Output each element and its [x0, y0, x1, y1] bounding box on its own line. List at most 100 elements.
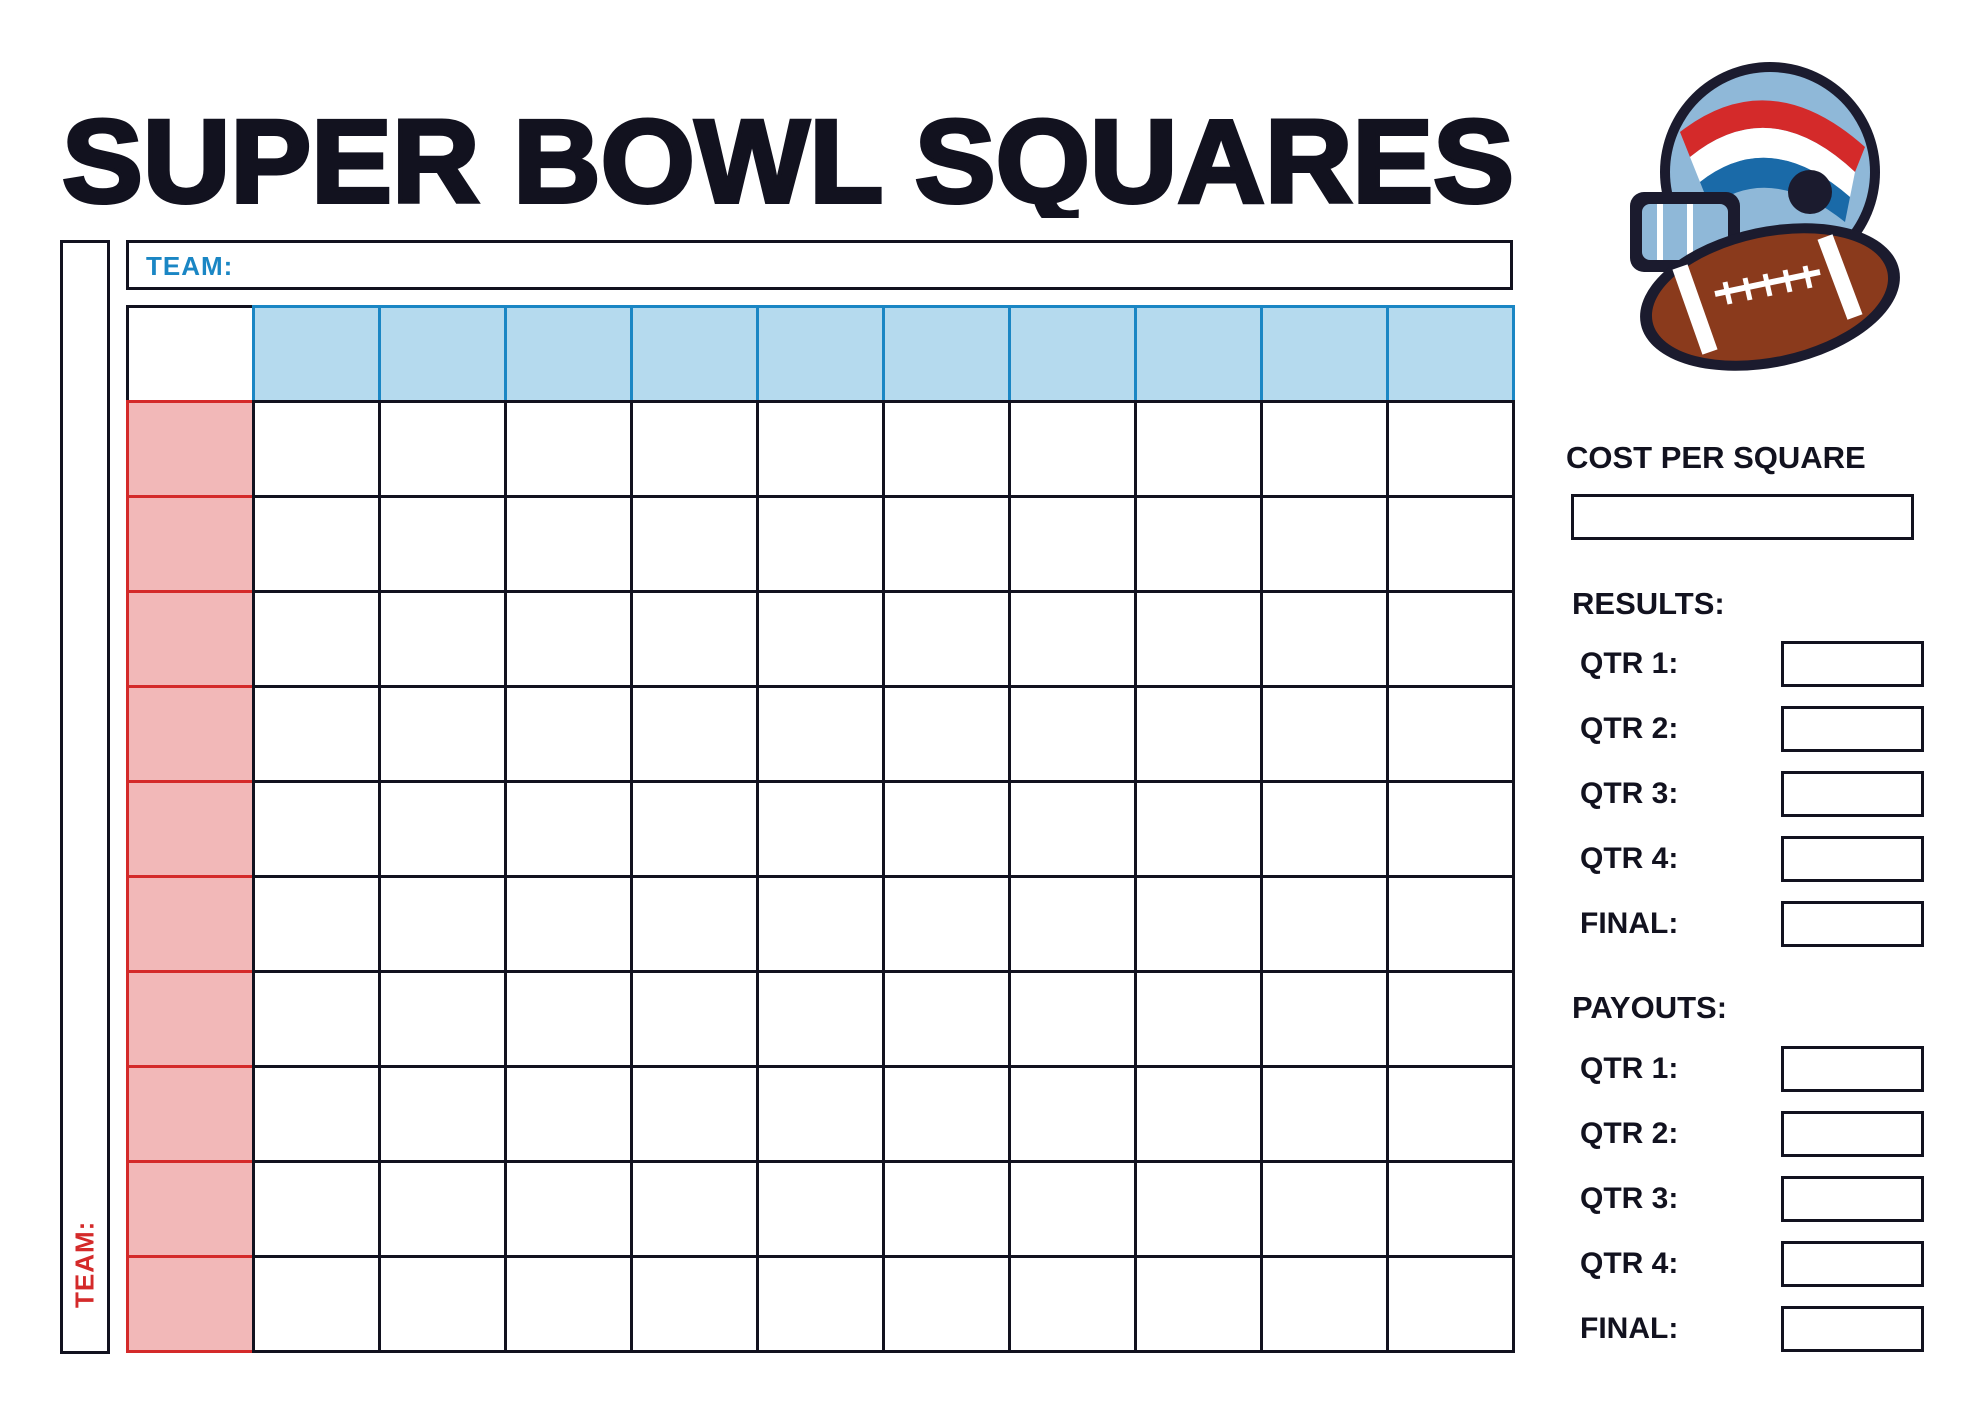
square-cell[interactable] — [882, 400, 1011, 498]
row-number-cell[interactable] — [126, 1160, 255, 1258]
square-cell[interactable] — [1008, 780, 1137, 878]
square-cell[interactable] — [378, 1065, 507, 1163]
row-number-cell[interactable] — [126, 400, 255, 498]
square-cell[interactable] — [1260, 590, 1389, 688]
square-cell[interactable] — [1260, 780, 1389, 878]
column-number-cell[interactable] — [378, 305, 507, 403]
square-cell[interactable] — [1134, 495, 1263, 593]
square-cell[interactable] — [1260, 400, 1389, 498]
column-number-cell[interactable] — [630, 305, 759, 403]
result-field[interactable] — [1781, 641, 1924, 687]
square-cell[interactable] — [756, 780, 885, 878]
square-cell[interactable] — [1260, 1255, 1389, 1353]
payout-field[interactable] — [1781, 1306, 1924, 1352]
column-number-cell[interactable] — [504, 305, 633, 403]
square-cell[interactable] — [504, 1160, 633, 1258]
square-cell[interactable] — [1386, 875, 1515, 973]
result-field[interactable] — [1781, 706, 1924, 752]
row-number-cell[interactable] — [126, 1065, 255, 1163]
square-cell[interactable] — [378, 1255, 507, 1353]
square-cell[interactable] — [1386, 970, 1515, 1068]
square-cell[interactable] — [378, 780, 507, 878]
square-cell[interactable] — [630, 1160, 759, 1258]
square-cell[interactable] — [252, 780, 381, 878]
column-number-cell[interactable] — [756, 305, 885, 403]
square-cell[interactable] — [378, 875, 507, 973]
result-field[interactable] — [1781, 771, 1924, 817]
square-cell[interactable] — [252, 875, 381, 973]
square-cell[interactable] — [378, 495, 507, 593]
result-field[interactable] — [1781, 836, 1924, 882]
square-cell[interactable] — [756, 1065, 885, 1163]
square-cell[interactable] — [1260, 1065, 1389, 1163]
square-cell[interactable] — [1134, 780, 1263, 878]
column-number-cell[interactable] — [1386, 305, 1515, 403]
square-cell[interactable] — [252, 400, 381, 498]
square-cell[interactable] — [630, 590, 759, 688]
square-cell[interactable] — [1386, 590, 1515, 688]
square-cell[interactable] — [1386, 1065, 1515, 1163]
square-cell[interactable] — [252, 1160, 381, 1258]
row-number-cell[interactable] — [126, 685, 255, 783]
column-number-cell[interactable] — [252, 305, 381, 403]
column-number-cell[interactable] — [1260, 305, 1389, 403]
square-cell[interactable] — [882, 685, 1011, 783]
square-cell[interactable] — [1134, 1255, 1263, 1353]
square-cell[interactable] — [378, 1160, 507, 1258]
square-cell[interactable] — [1386, 400, 1515, 498]
square-cell[interactable] — [504, 400, 633, 498]
square-cell[interactable] — [1386, 1255, 1515, 1353]
square-cell[interactable] — [1008, 400, 1137, 498]
square-cell[interactable] — [630, 1065, 759, 1163]
row-number-cell[interactable] — [126, 495, 255, 593]
square-cell[interactable] — [504, 1065, 633, 1163]
square-cell[interactable] — [252, 495, 381, 593]
square-cell[interactable] — [252, 590, 381, 688]
square-cell[interactable] — [1134, 970, 1263, 1068]
square-cell[interactable] — [1260, 1160, 1389, 1258]
square-cell[interactable] — [756, 685, 885, 783]
square-cell[interactable] — [756, 400, 885, 498]
square-cell[interactable] — [630, 970, 759, 1068]
square-cell[interactable] — [504, 685, 633, 783]
cost-per-square-field[interactable] — [1571, 494, 1914, 540]
square-cell[interactable] — [1134, 875, 1263, 973]
row-number-cell[interactable] — [126, 590, 255, 688]
square-cell[interactable] — [378, 400, 507, 498]
square-cell[interactable] — [1260, 970, 1389, 1068]
row-number-cell[interactable] — [126, 1255, 255, 1353]
square-cell[interactable] — [630, 780, 759, 878]
square-cell[interactable] — [252, 970, 381, 1068]
square-cell[interactable] — [1008, 970, 1137, 1068]
square-cell[interactable] — [1008, 875, 1137, 973]
square-cell[interactable] — [1134, 590, 1263, 688]
square-cell[interactable] — [1134, 400, 1263, 498]
square-cell[interactable] — [882, 1065, 1011, 1163]
square-cell[interactable] — [882, 1255, 1011, 1353]
square-cell[interactable] — [1008, 1255, 1137, 1353]
square-cell[interactable] — [504, 495, 633, 593]
square-cell[interactable] — [756, 1160, 885, 1258]
square-cell[interactable] — [504, 1255, 633, 1353]
square-cell[interactable] — [756, 875, 885, 973]
square-cell[interactable] — [882, 780, 1011, 878]
payout-field[interactable] — [1781, 1111, 1924, 1157]
square-cell[interactable] — [630, 495, 759, 593]
row-number-cell[interactable] — [126, 780, 255, 878]
square-cell[interactable] — [1260, 685, 1389, 783]
square-cell[interactable] — [504, 590, 633, 688]
payout-field[interactable] — [1781, 1046, 1924, 1092]
square-cell[interactable] — [882, 590, 1011, 688]
square-cell[interactable] — [504, 970, 633, 1068]
square-cell[interactable] — [504, 780, 633, 878]
square-cell[interactable] — [1386, 495, 1515, 593]
square-cell[interactable] — [378, 970, 507, 1068]
square-cell[interactable] — [756, 495, 885, 593]
square-cell[interactable] — [756, 970, 885, 1068]
square-cell[interactable] — [630, 1255, 759, 1353]
square-cell[interactable] — [1134, 1065, 1263, 1163]
square-cell[interactable] — [882, 875, 1011, 973]
square-cell[interactable] — [252, 685, 381, 783]
row-number-cell[interactable] — [126, 875, 255, 973]
square-cell[interactable] — [252, 1255, 381, 1353]
